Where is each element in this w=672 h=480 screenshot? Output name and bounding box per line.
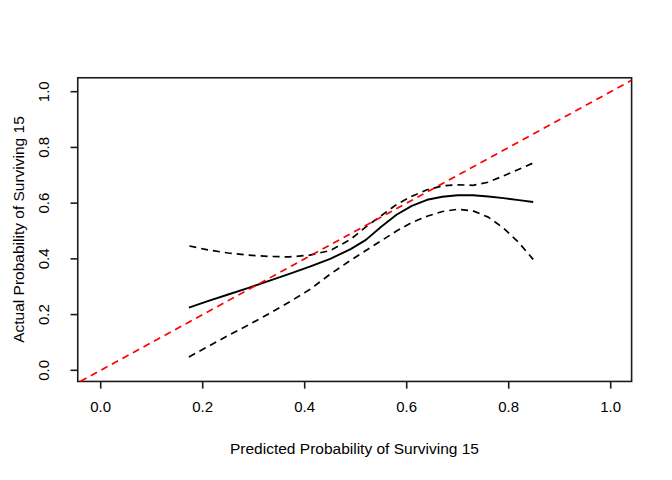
plot-box [78, 78, 632, 382]
y-tick-label: 0.0 [35, 360, 52, 381]
lower-confidence-band [189, 209, 533, 357]
x-tick-label: 0.6 [396, 398, 417, 415]
y-tick-label: 1.0 [35, 81, 52, 102]
calibration-curve [189, 195, 533, 307]
x-tick-label: 0.2 [192, 398, 213, 415]
x-tick-label: 0.0 [90, 398, 111, 415]
x-axis-title: Predicted Probability of Surviving 15 [230, 440, 479, 457]
y-tick-label: 0.2 [35, 304, 52, 325]
y-tick-label: 0.4 [35, 248, 52, 269]
calibration-plot-figure: 0.0 0.2 0.4 0.6 0.8 1.0 0.0 0.2 0.4 0.6 0.8 1.0 Pre… [0, 0, 672, 480]
y-tick-label: 0.6 [35, 193, 52, 214]
x-tick-label: 0.8 [498, 398, 519, 415]
y-tick-label: 0.8 [35, 137, 52, 158]
x-tick-label: 0.4 [294, 398, 315, 415]
axes: 0.0 0.2 0.4 0.6 0.8 1.0 0.0 0.2 0.4 0.6 0.8 1.0 [35, 78, 632, 415]
data-series [80, 81, 631, 382]
x-tick-label: 1.0 [600, 398, 621, 415]
calibration-plot: 0.0 0.2 0.4 0.6 0.8 1.0 0.0 0.2 0.4 0.6 0.8 1.0 Pre… [0, 0, 672, 480]
ideal-line [80, 81, 631, 382]
y-axis-title: Actual Probability of Surviving 15 [10, 116, 27, 343]
